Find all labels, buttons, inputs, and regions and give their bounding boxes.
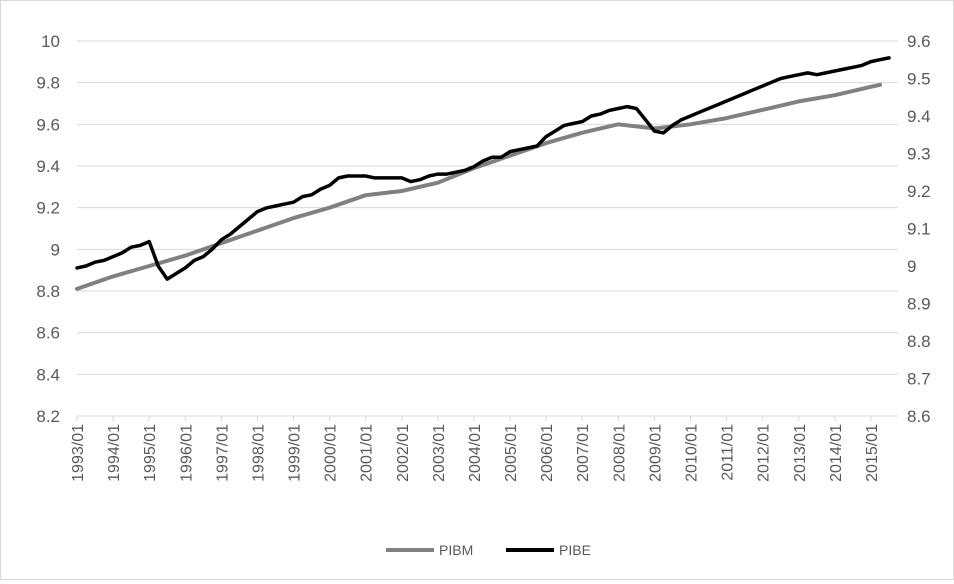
x-tick-label: 2008/01 [611,424,628,482]
x-axis: 1993/01 1994/01 1995/01 1996/01 1997/01 1998/… [70,415,898,482]
left-y-tick-label: 8.8 [36,282,60,301]
x-tick-label: 2002/01 [395,424,412,482]
gridlines [77,40,898,417]
x-tick-label: 2000/01 [323,424,340,482]
legend-label-pibe: PIBE [559,542,591,558]
series-line-pibe [75,56,891,281]
left-y-tick-label: 9.6 [36,115,60,134]
left-y-tick-label: 9 [51,240,60,259]
x-tick-label: 1993/01 [70,424,87,482]
x-tick-label: 1999/01 [287,424,304,482]
left-y-tick-label: 9.8 [36,74,60,93]
left-y-tick-label: 9.4 [36,157,60,176]
legend: PIBM PIBE [386,542,591,558]
left-y-tick-label: 9.2 [36,199,60,218]
x-tick-label: 2015/01 [864,424,881,482]
right-y-tick-label: 8.7 [907,370,931,389]
x-tick-label: 1995/01 [142,424,159,482]
left-y-tick-label: 8.2 [36,407,60,426]
x-tick-label: 2004/01 [467,424,484,482]
legend-label-pibm: PIBM [439,542,473,558]
right-y-tick-label: 9.6 [907,32,931,51]
series-lines [75,56,891,291]
right-y-tick-label: 8.6 [907,407,931,426]
x-tick-label: 2009/01 [647,424,664,482]
x-tick-label: 2006/01 [539,424,556,482]
right-y-axis: 8.6 8.7 8.8 8.9 9 9.1 9.2 9.3 9.4 9.5 9.6 [907,32,931,426]
left-y-tick-label: 8.4 [36,365,60,384]
x-tick-label: 2014/01 [828,424,845,482]
x-tick-label: 2010/01 [683,424,700,482]
right-y-tick-label: 8.8 [907,332,931,351]
x-tick-label: 2012/01 [756,424,773,482]
x-tick-label: 1996/01 [178,424,195,482]
x-tick-label: 2013/01 [792,424,809,482]
right-y-tick-label: 9.1 [907,220,931,239]
left-y-tick-label: 10 [41,32,60,51]
right-y-tick-label: 9.3 [907,145,931,164]
right-y-tick-label: 9.5 [907,70,931,89]
x-tick-label: 1997/01 [214,424,231,482]
x-tick-label: 2007/01 [575,424,592,482]
right-y-tick-label: 8.9 [907,295,931,314]
right-y-tick-label: 9 [907,257,916,276]
right-y-tick-label: 9.2 [907,182,931,201]
x-tick-label: 2005/01 [503,424,520,482]
x-tick-label: 2001/01 [359,424,376,482]
x-tick-label: 1994/01 [106,424,123,482]
right-y-tick-label: 9.4 [907,107,931,126]
x-tick-label: 2003/01 [431,424,448,482]
x-tick-label: 2011/01 [720,424,737,481]
left-y-axis: 8.2 8.4 8.6 8.8 9 9.2 9.4 9.6 9.8 10 [36,32,60,426]
x-tick-label: 1998/01 [250,424,267,482]
left-y-tick-label: 8.6 [36,324,60,343]
